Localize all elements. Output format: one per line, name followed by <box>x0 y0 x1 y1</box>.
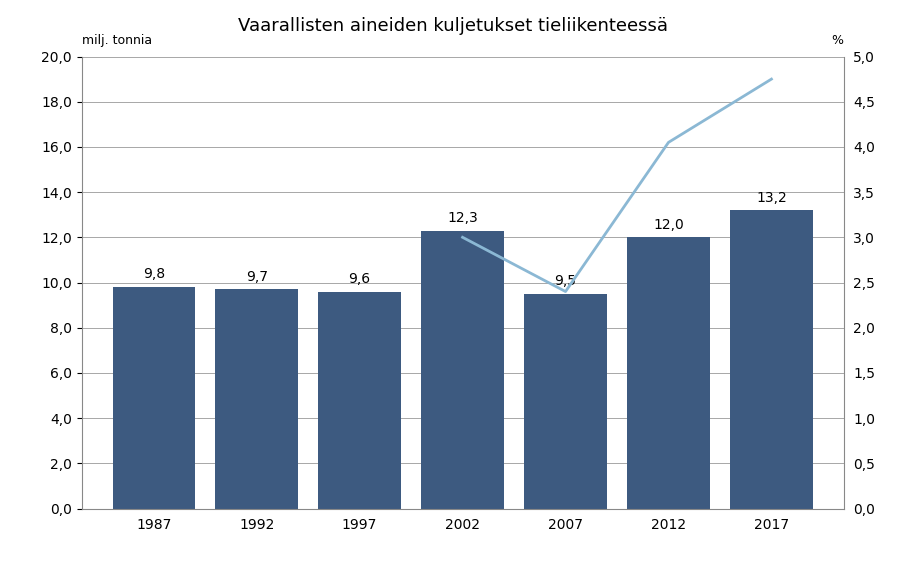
Text: milj. tonnia: milj. tonnia <box>82 34 151 47</box>
Text: 9,5: 9,5 <box>554 274 577 288</box>
Text: 9,8: 9,8 <box>142 267 165 281</box>
Bar <box>318 292 401 508</box>
Text: 9,7: 9,7 <box>246 270 268 284</box>
Bar <box>422 231 503 508</box>
Bar <box>628 237 709 508</box>
Bar <box>524 294 607 508</box>
Text: 13,2: 13,2 <box>756 190 786 205</box>
Text: %: % <box>832 34 844 47</box>
Text: Vaarallisten aineiden kuljetukset tieliikenteessä: Vaarallisten aineiden kuljetukset tielii… <box>239 17 668 35</box>
Bar <box>216 289 297 508</box>
Text: 12,0: 12,0 <box>653 218 684 232</box>
Text: 12,3: 12,3 <box>447 211 478 225</box>
Bar <box>730 210 813 508</box>
Bar <box>112 287 195 508</box>
Text: 9,6: 9,6 <box>348 272 371 286</box>
